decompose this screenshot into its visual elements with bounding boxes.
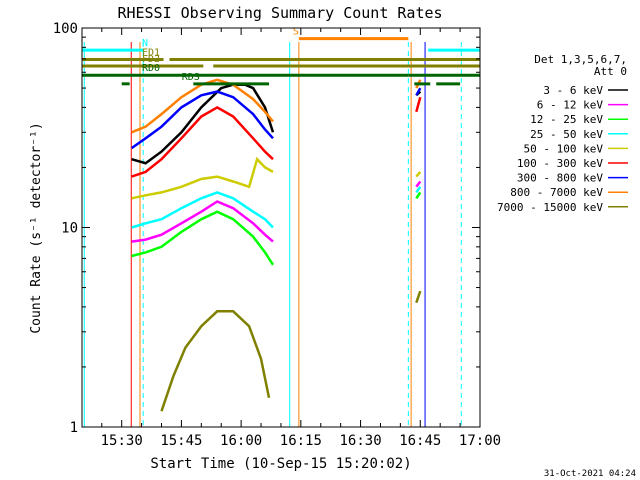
x-tick-label-2: 16:00 [220,433,262,449]
series-line-6-1 [415,87,422,96]
x-tick-label-5: 16:45 [399,433,441,449]
y-axis-label: Count Rate (s⁻¹ detector⁻¹) [29,122,44,333]
legend-label-4: 50 - 100 keV [524,142,604,155]
chart-title: RHESSI Observing Summary Count Rates [117,4,442,22]
plot-frame [81,27,481,428]
x-tick-label-6: 17:00 [459,433,501,449]
legend-label-7: 800 - 7000 keV [510,186,603,199]
series-line-7-0 [131,78,274,134]
flag-label-rds: RDS [182,72,200,83]
x-axis-label: Start Time (10-Sep-15 15:20:02) [150,456,411,472]
flag-label-n: N [142,38,148,49]
vertical-markers [83,42,462,427]
y-tick-label-1: 10 [61,221,78,237]
series-line-4-1 [415,171,422,178]
legend-label-5: 100 - 300 keV [517,157,603,170]
legend-header-1: Att 0 [594,65,627,78]
y-tick-label-0: 1 [70,420,78,436]
legend-label-2: 12 - 25 keV [530,113,603,126]
series-line-6-0 [130,90,274,150]
series-line-2-0 [131,210,275,266]
series-line-5-0 [131,105,274,178]
legend-label-8: 7000 - 15000 keV [497,201,603,214]
x-tick-label-1: 15:45 [160,433,202,449]
x-tick-label-4: 16:30 [339,433,381,449]
series-line-8-0 [160,310,271,412]
series-line-3-0 [131,191,274,229]
series-line-4-0 [131,156,274,200]
axes: 15:30 15:45 16:00 16:15 16:30 16:45 17:00 1 10 10… [53,21,501,449]
series-line-1-1 [415,180,422,188]
legend-label-3: 25 - 50 keV [530,128,603,141]
legend: Det 1,3,5,6,7,Att 0 3 - 6 keV 6 - 12 keV12… [497,53,628,214]
y-tick-label-2: 100 [53,21,78,37]
x-tick-label-3: 16:15 [280,433,322,449]
flag-label-fd1: FD1 [142,48,160,59]
legend-label-6: 300 - 800 keV [517,172,603,185]
flag-label-fd2: FD2 [142,54,160,65]
legend-label-0: 3 - 6 keV [543,84,603,97]
series-line-5-1 [415,96,422,113]
series-line-1-0 [131,200,274,243]
flag-label-s: S [293,27,299,38]
timestamp-label: 31-Oct-2021 04:24 [544,469,636,479]
series-line-8-1 [415,290,422,304]
series-line-0-0 [131,83,275,165]
series-lines [130,78,422,412]
series-line-2-1 [415,191,422,200]
legend-header-0: Det 1,3,5,6,7, [534,53,627,66]
flag-label-rd0: RD0 [142,63,160,74]
series-line-3-1 [415,186,422,194]
x-tick-label-0: 15:30 [101,433,143,449]
legend-label-1: 6 - 12 keV [537,99,604,112]
